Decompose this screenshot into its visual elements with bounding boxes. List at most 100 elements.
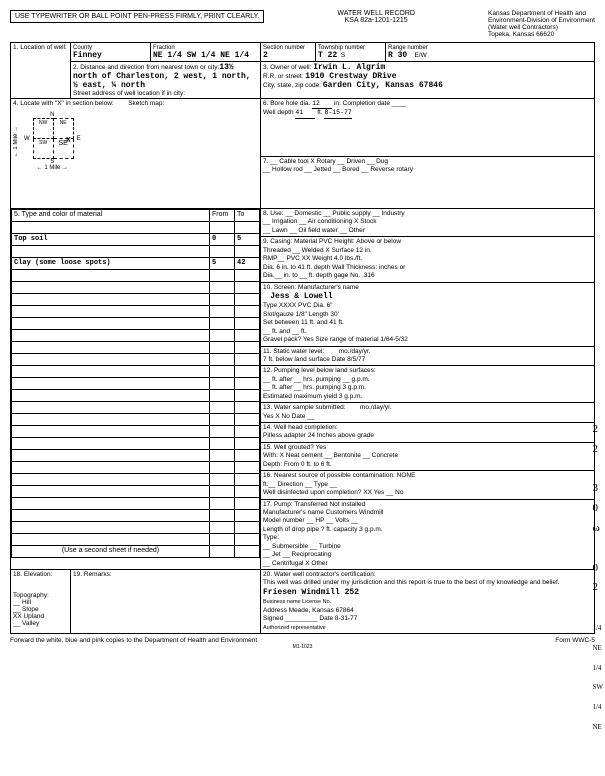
q2b: Street address of well location if in ci… bbox=[73, 90, 185, 97]
mile-w: ← 1 Mile → bbox=[13, 126, 19, 157]
q19: 19. Remarks: bbox=[73, 571, 112, 578]
q12: 12. Pumping level below land surfaces: bbox=[263, 367, 376, 374]
ag4: Topeka, Kansas 66620 bbox=[488, 31, 595, 38]
owner: Irwin L. Algrim bbox=[313, 63, 385, 72]
material-table: 5. Type and color of materialFromTo Top … bbox=[11, 209, 260, 558]
to: To bbox=[235, 210, 260, 222]
q9c: RMP__ PVC XX Weight 4.0 lbs./ft. bbox=[263, 255, 362, 262]
q10b: Type XXXX PVC Dia. 6" bbox=[263, 302, 333, 309]
q4: 4. Locate with "X" in section below: bbox=[13, 100, 114, 107]
q10: 10. Screen: Manufacturer's name bbox=[263, 284, 359, 291]
sketch-area: N W NWNE SWXSE E S ← 1 Mile → bbox=[24, 112, 81, 171]
t3: XX Upland bbox=[13, 613, 44, 620]
q12b: __ ft. after __ hrs. pumping __ g.p.m. bbox=[263, 376, 370, 383]
q20g: Authorized representative bbox=[263, 625, 326, 631]
ag3: (Water well Contractors) bbox=[488, 24, 595, 31]
agency: Kansas Department of Health and Environm… bbox=[488, 10, 595, 38]
q10e: __ ft. and __ ft. bbox=[263, 328, 306, 335]
q5: 5. Type and color of material bbox=[12, 210, 210, 222]
q6b: Well depth bbox=[263, 109, 294, 116]
q18: 18. Elevation: bbox=[13, 571, 52, 578]
ag1: Kansas Department of Health and bbox=[488, 10, 595, 17]
instruction-box: USE TYPEWRITER OR BALL POINT PEN-PRESS F… bbox=[10, 10, 264, 23]
q20e: Address Meade, Kansas 67864 bbox=[263, 607, 354, 614]
q6v2: 41 bbox=[295, 109, 315, 118]
q17b: Manufacturer's name Customers Windmill bbox=[263, 509, 383, 516]
q20d: Business name License No. bbox=[263, 599, 331, 605]
q17g: __ Jet __ Reciprocating bbox=[263, 551, 331, 558]
q10c: Slot/gauze 1/8" Length 30' bbox=[263, 311, 339, 318]
q2: 2. Distance and direction from nearest t… bbox=[73, 64, 219, 71]
q17c: Model number __ HP __ Volts __ bbox=[263, 517, 358, 524]
county: Finney bbox=[73, 51, 102, 60]
q7b: __ Hollow rod __ Jetted __ Bored __ Reve… bbox=[263, 166, 413, 173]
q3: 3. Owner of well: bbox=[263, 64, 311, 71]
q12d: Estimated maximum yield 3 g.p.m. bbox=[263, 393, 362, 400]
ag2: Environment-Division of Environment bbox=[488, 17, 595, 24]
city: Garden City, Kansas 67846 bbox=[323, 81, 443, 90]
q7: 7. __ Cable tool X Rotary __ Driven __ D… bbox=[263, 158, 388, 165]
q10f: Gravel pack? Yes Size range of material … bbox=[263, 336, 408, 343]
rng-dir: E/W bbox=[414, 52, 426, 59]
q12c: __ ft. after __ hrs. pumping 3 g.p.m. bbox=[263, 384, 366, 391]
q15: 15. Well grouted? Yes bbox=[263, 444, 326, 451]
range: R 30 bbox=[388, 51, 407, 60]
q17d: Length of drop pipe ? ft. capacity 3 g.p… bbox=[263, 526, 383, 533]
q9b: Threaded __ Welded X Surface 12 in. bbox=[263, 247, 372, 254]
q8: 8. Use: __ Domestic __ Public supply __ … bbox=[263, 210, 405, 217]
q14: 14. Well head completion: bbox=[263, 424, 338, 431]
form-no: Form WWC-5 bbox=[555, 637, 595, 644]
from: From bbox=[210, 210, 235, 222]
title: WATER WELL RECORD KSA 82a-1201-1215 bbox=[337, 10, 415, 24]
t4: __ Valley bbox=[13, 620, 39, 627]
q16b: ft.__ Direction __ Type __ bbox=[263, 481, 337, 488]
q11: 11. Static water level: bbox=[263, 348, 324, 355]
q6c: Completion date bbox=[343, 100, 390, 107]
q6v1: 12 bbox=[312, 100, 332, 109]
q17: 17. Pump: Transferred Not installed bbox=[263, 501, 365, 508]
addr: 1910 Crestway DRive bbox=[305, 72, 396, 81]
q15c: Depth: From 0 ft. to 6 ft. bbox=[263, 461, 332, 468]
t2: __ Slope bbox=[13, 606, 39, 613]
section: 2 bbox=[263, 51, 268, 60]
q17f: __ Submersible __ Turbine bbox=[263, 543, 341, 550]
q17e: Type: bbox=[263, 534, 279, 541]
second-sheet: (Use a second sheet if needed) bbox=[12, 546, 210, 558]
footer: Forward the white, blue and pink copies … bbox=[10, 637, 257, 644]
q6: 6. Bore hole dia. bbox=[263, 100, 310, 107]
mat1: Top soil bbox=[12, 234, 210, 246]
rr: R.R. or street: bbox=[263, 73, 303, 80]
title2: KSA 82a-1201-1215 bbox=[337, 17, 415, 24]
q1: 1. Location of well: bbox=[13, 44, 67, 51]
fraction: NE 1/4 SW 1/4 NE 1/4 bbox=[153, 51, 249, 60]
main-form: 1. Location of well: CountyFinney Fracti… bbox=[10, 42, 595, 634]
margin-notes: 2230ω021/4NE1/4SW1/4NE bbox=[593, 420, 604, 737]
q20b: This well was drilled under my jurisdict… bbox=[263, 579, 560, 586]
twp-dir: S bbox=[341, 52, 345, 59]
q14b: Pitless adapter 24 Inches above grade bbox=[263, 432, 374, 439]
q6v3: 8-15-77 bbox=[324, 109, 351, 118]
q16: 16. Nearest source of possible contamina… bbox=[263, 472, 415, 479]
q20c: Friesen Windmill 252 bbox=[263, 588, 359, 597]
township: T 22 bbox=[318, 51, 337, 60]
q16c: Well disinfected upon completion? XX Yes… bbox=[263, 489, 403, 496]
q8b: __ Irrigation __ Air conditioning X Stoc… bbox=[263, 218, 376, 225]
q8c: __ Lawn __ Oil field water __ Other bbox=[263, 227, 365, 234]
q20f: Signed _________ Date 8-31-77 bbox=[263, 615, 357, 622]
q20: 20. Water well contractor's certificatio… bbox=[263, 571, 376, 578]
q13b: Yes X No Date __ bbox=[263, 413, 314, 420]
q11b: 7 ft. below land surface Date 8/5/77 bbox=[263, 356, 365, 363]
q13: 13. Water sample submitted: bbox=[263, 404, 346, 411]
sketch-label: Sketch map: bbox=[128, 100, 164, 107]
sec-label: Section number bbox=[263, 45, 305, 51]
m2t: 42 bbox=[235, 258, 260, 270]
t1: __ Hill bbox=[13, 599, 31, 606]
formno: M1-1023 bbox=[10, 644, 595, 650]
q10d: Set between 11 ft. and 41 ft. bbox=[263, 319, 344, 326]
title1: WATER WELL RECORD bbox=[337, 10, 415, 17]
topo: Topography: bbox=[13, 592, 49, 599]
city-label: City, state, zip code: bbox=[263, 82, 321, 89]
q9: 9. Casing: Material PVC Height: Above or… bbox=[263, 238, 401, 245]
mat2: Clay (some loose spots) bbox=[12, 258, 210, 270]
q9d: Dia. 6 in. to 41 ft. depth Wall Thicknes… bbox=[263, 264, 405, 271]
